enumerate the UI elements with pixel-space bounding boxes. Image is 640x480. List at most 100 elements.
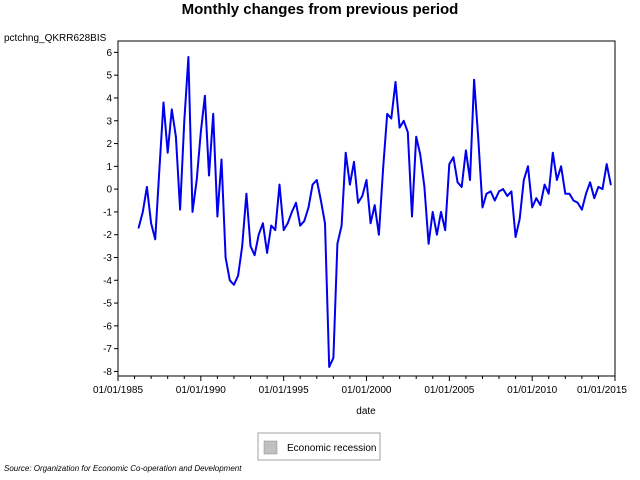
data-point [286,222,289,225]
data-point [469,179,471,181]
data-point [154,238,156,241]
data-point [373,204,376,206]
data-point [245,192,248,195]
data-point [523,179,525,181]
data-point [506,195,509,197]
y-tick-label: -1 [103,207,112,218]
data-point [229,279,231,282]
data-point [419,154,422,156]
data-point [307,206,310,209]
data-point [162,101,165,104]
data-point [336,243,339,245]
y-axis-label: pctchng_QKRR628BIS [4,33,107,44]
data-point [527,165,529,168]
data-point [473,78,475,81]
data-point [146,186,148,188]
data-point [200,131,202,133]
data-point [361,195,364,197]
data-point [601,188,604,190]
data-point [589,181,591,184]
y-tick-label: -4 [103,276,112,287]
data-point [518,218,521,220]
data-point [560,165,562,168]
data-point [415,135,418,138]
data-point [460,186,463,188]
data-point [485,192,488,195]
series-layer [137,56,612,368]
data-point [576,202,579,204]
y-tick-label: -5 [103,299,112,310]
data-point [249,245,252,247]
data-point [266,252,268,254]
data-point [552,151,554,154]
x-axis-label: date [356,406,376,417]
data-point [452,156,455,158]
data-point [324,222,326,225]
data-point [204,94,206,97]
legend: Economic recession [257,432,381,461]
data-point [291,211,293,213]
data-point [564,192,567,195]
data-point [494,199,496,202]
data-point [498,190,500,193]
data-point [212,113,214,115]
data-point [270,224,273,227]
source-note: Source: Organization for Economic Co-ope… [4,464,242,473]
y-tick-label: 0 [106,185,112,196]
data-point [195,179,198,181]
data-point [436,233,438,236]
data-point [340,224,343,227]
data-point [390,117,393,120]
data-point [514,236,517,238]
data-point [311,183,314,186]
series-line [137,56,612,368]
data-point [365,179,368,181]
y-tick-label: -3 [103,253,112,264]
data-point [597,186,600,188]
data-point [137,227,140,229]
data-point [431,211,434,213]
data-point [357,202,359,204]
x-tick-label: 01/01/1985 [93,385,143,396]
x-tick-label: 01/01/2015 [577,385,627,396]
y-tick-label: 6 [106,48,112,59]
data-point [407,131,409,133]
data-point [568,192,571,195]
data-point [142,211,144,213]
data-point [237,274,239,277]
legend-box [257,432,381,461]
data-point [489,190,492,193]
data-point [535,197,538,199]
y-tick-label: 1 [106,162,112,173]
data-point [353,161,355,163]
x-tick-label: 01/01/1990 [176,385,226,396]
data-point [295,202,297,204]
data-point [427,243,430,245]
data-point [150,222,152,225]
data-point [179,208,181,211]
data-point [543,183,546,186]
data-point [481,206,484,209]
data-point [585,192,587,195]
data-point [282,229,285,231]
data-point [233,284,235,286]
data-point [220,158,223,161]
data-point [241,245,243,247]
data-point [328,366,331,368]
legend-label: Economic recession [287,443,376,454]
y-tick-label: 2 [106,139,112,150]
data-point [610,183,612,186]
x-axis: 01/01/1985 01/01/1990 01/01/1995 01/01/2000… [93,376,627,396]
data-point [477,138,480,140]
data-point [386,113,389,115]
data-point [539,204,542,206]
y-tick-label: -2 [103,230,112,241]
data-point [444,229,447,231]
data-point [581,208,583,211]
data-point [369,222,372,225]
data-point [556,179,558,181]
y-tick-label: -6 [103,321,112,332]
data-point [402,120,405,122]
data-point [423,186,426,188]
